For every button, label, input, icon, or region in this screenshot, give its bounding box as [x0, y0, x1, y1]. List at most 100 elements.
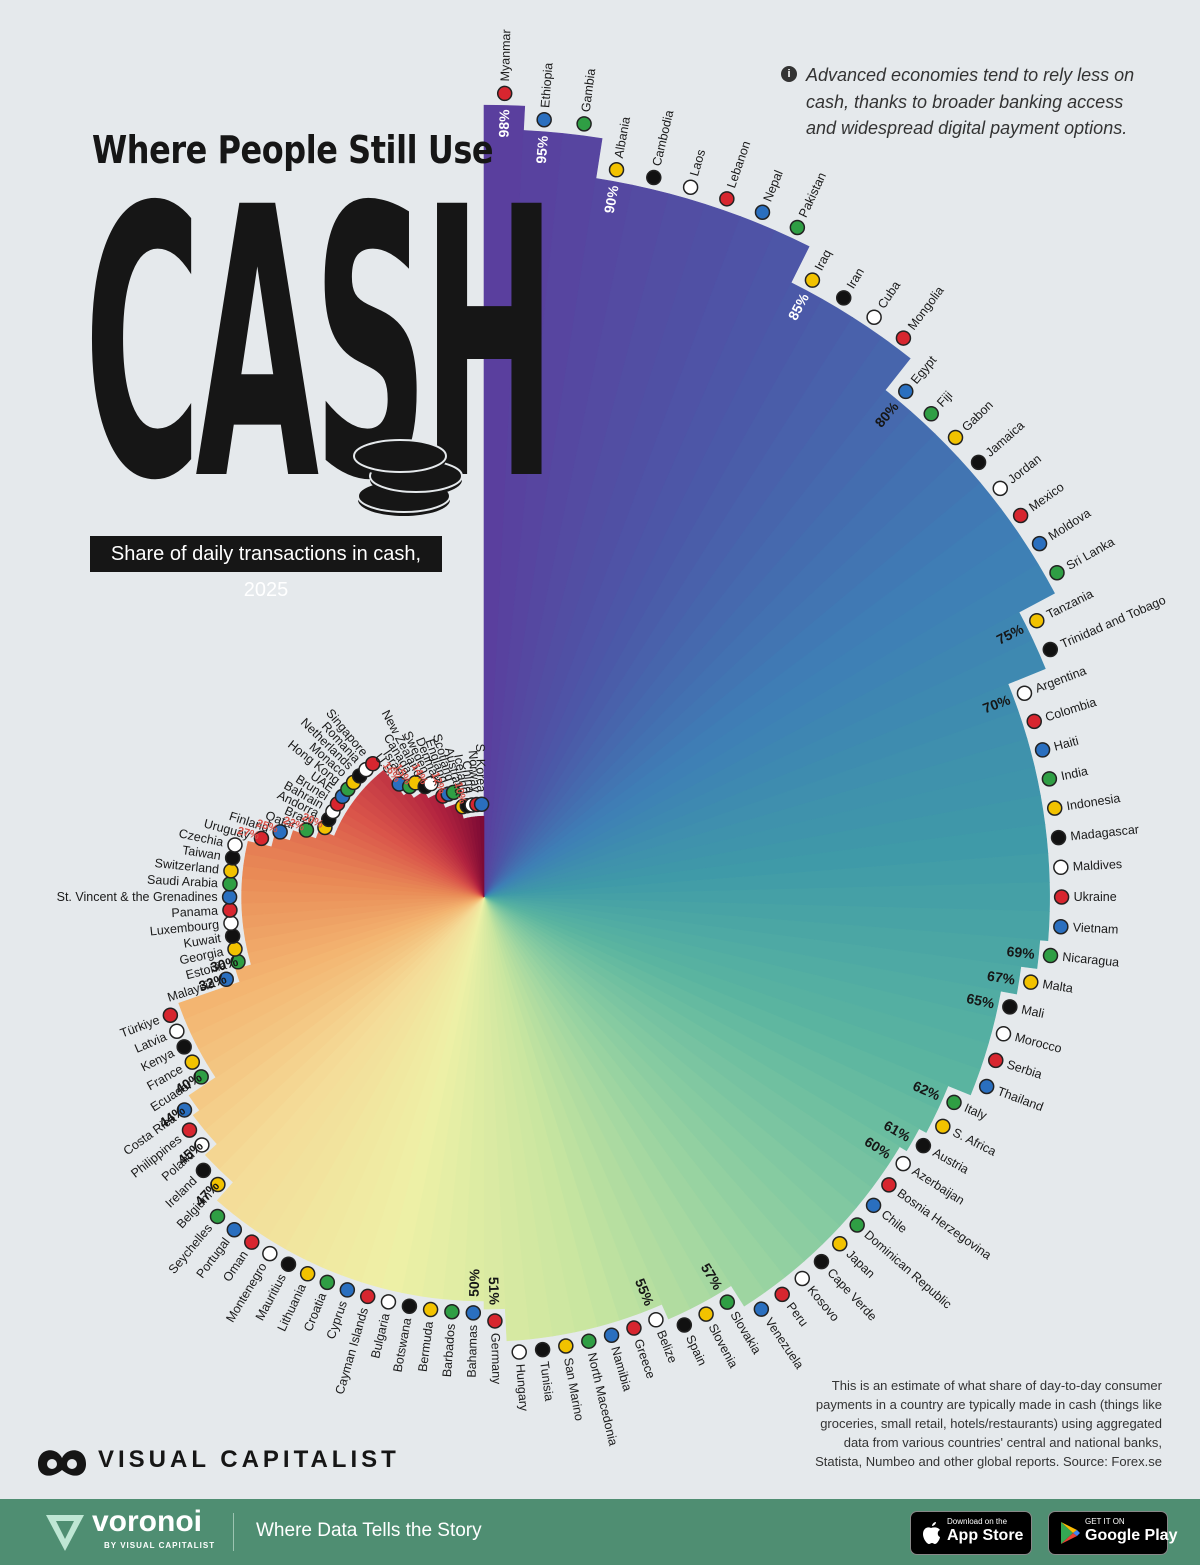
country-label-bermuda: Bermuda [416, 1321, 436, 1373]
flag-icon-seychelles [209, 1208, 226, 1225]
flag-icon-peru [774, 1286, 790, 1303]
flag-icon-hungary [511, 1344, 527, 1360]
country-label-egypt: Egypt [908, 353, 940, 387]
flag-icon-panama [222, 902, 238, 918]
flag-icon-kenya [176, 1039, 192, 1055]
country-label-san-marino: San Marino [561, 1357, 586, 1422]
footer-tagline: Where Data Tells the Story [256, 1520, 482, 1541]
footer-bar: voronoi BY VISUAL CAPITALIST Where Data … [0, 1499, 1200, 1565]
flag-icon-haiti [1034, 742, 1051, 758]
value-label-estonia: 30% [209, 953, 241, 976]
flag-icon-vietnam [1053, 918, 1069, 935]
voronoi-wordmark: voronoi [92, 1505, 202, 1538]
bar-venezuela [483, 896, 766, 1307]
country-label-laos: Laos [687, 148, 708, 178]
country-label-gambia: Gambia [579, 68, 599, 113]
visual-capitalist-logo-icon [38, 1450, 86, 1476]
flag-icon-switzerland [223, 863, 239, 879]
flag-icon-serbia [988, 1052, 1004, 1069]
flag-icon-greece [626, 1320, 642, 1336]
bar-ireland [204, 896, 485, 1170]
voronoi-byline: BY VISUAL CAPITALIST [104, 1541, 216, 1550]
google-play-button[interactable]: GET IT ON Google Play [1048, 1511, 1177, 1555]
flag-icon-singapore [365, 755, 381, 772]
flag-icon-italy [946, 1094, 962, 1111]
flag-icon-chile [865, 1197, 882, 1214]
flag-icon-costa-rica [176, 1102, 193, 1118]
bar-singapore [376, 769, 485, 898]
bar-costa-rica [188, 896, 485, 1111]
country-label-iraq: Iraq [812, 247, 835, 273]
flag-icon-lebanon [719, 191, 735, 207]
app-store-button[interactable]: Download on the App Store [910, 1511, 1032, 1555]
flag-icon-kosovo [794, 1270, 810, 1287]
flag-icon-ireland [195, 1162, 212, 1179]
flag-icon-san-marino [558, 1338, 574, 1354]
flag-icon-trinidad-and-tobago [1042, 641, 1059, 658]
flag-icon-ukraine [1053, 889, 1070, 905]
footer-divider [233, 1513, 234, 1551]
country-label-bahamas: Bahamas [465, 1325, 480, 1378]
google-play-label: Google Play [1085, 1527, 1178, 1544]
flag-icon-slovakia [719, 1294, 736, 1310]
country-label-thailand: Thailand [995, 1084, 1045, 1114]
flag-icon-ethiopia [536, 111, 552, 128]
coins-icon [353, 439, 463, 516]
title-line-1: Where People Still Use [92, 128, 494, 172]
flag-icon-bosnia-herzegovina [881, 1177, 897, 1193]
bar-s-africa [483, 896, 939, 1133]
bar-seychelles [216, 896, 485, 1215]
info-icon: i [781, 66, 797, 82]
flag-icon-belize [648, 1312, 664, 1328]
flag-icon-azerbaijan [895, 1155, 911, 1172]
flag-icon-bermuda [422, 1301, 439, 1318]
country-label-nepal: Nepal [761, 168, 786, 204]
country-label-switzerland: Switzerland [154, 856, 220, 877]
country-label-serbia: Serbia [1005, 1057, 1044, 1081]
country-label-cambodia: Cambodia [650, 109, 677, 168]
bar-austria [483, 896, 920, 1152]
flag-icon-mauritius [280, 1256, 297, 1272]
country-label-bulgaria: Bulgaria [368, 1312, 392, 1360]
country-label-jamaica: Jamaica [983, 418, 1027, 459]
flag-icon-s-africa [935, 1118, 951, 1135]
flag-icon-mexico [1012, 507, 1029, 524]
country-label-cyprus: Cyprus [324, 1299, 350, 1341]
flag-icon-colombia [1026, 713, 1042, 730]
flag-icon-croatia [319, 1274, 336, 1291]
flag-icon-maldives [1053, 859, 1069, 876]
flag-icon-iraq [804, 272, 821, 288]
country-label-malta: Malta [1042, 977, 1074, 996]
flag-icon-pakistan [789, 219, 806, 236]
chart-subtitle: Share of daily transactions in cash, 202… [90, 536, 442, 601]
bar-sri-lanka [483, 563, 1055, 898]
flag-icon-cayman-islands [359, 1288, 376, 1305]
flag-icon-morocco [995, 1026, 1012, 1042]
flag-icon-fiji [923, 406, 939, 422]
bar-spain [483, 896, 691, 1320]
flag-icon-cuba [866, 309, 882, 325]
flag-icon-latvia [169, 1023, 185, 1039]
country-label-gabon: Gabon [959, 398, 996, 434]
country-label-taiwan: Taiwan [181, 843, 222, 863]
country-label-lebanon: Lebanon [724, 139, 753, 190]
bar-s-korea [479, 815, 485, 898]
flag-icon-finland [272, 824, 288, 840]
country-label-hungary: Hungary [513, 1363, 531, 1412]
value-label-myanmar: 98% [496, 109, 513, 138]
flag-icon-t-rkiye [162, 1007, 179, 1023]
country-label-tunisia: Tunisia [537, 1361, 556, 1402]
country-label-haiti: Haiti [1052, 734, 1080, 754]
flag-icon-st-vincent-the-grenadines [221, 889, 238, 905]
value-label-malta: 67% [986, 967, 1017, 987]
flag-icon-laos [682, 179, 699, 196]
flag-icon-madagascar [1050, 829, 1067, 846]
flag-icon-luxembourg [223, 915, 239, 931]
country-label-saudi-arabia: Saudi Arabia [147, 873, 219, 891]
flag-icon-oman [244, 1234, 260, 1250]
flag-icon-albania [608, 162, 625, 178]
country-label-germany: Germany [488, 1333, 503, 1385]
bar-trinidad-and-tobago [483, 639, 1046, 898]
flag-icon-sweden [423, 775, 439, 792]
country-label-belize: Belize [654, 1328, 680, 1365]
